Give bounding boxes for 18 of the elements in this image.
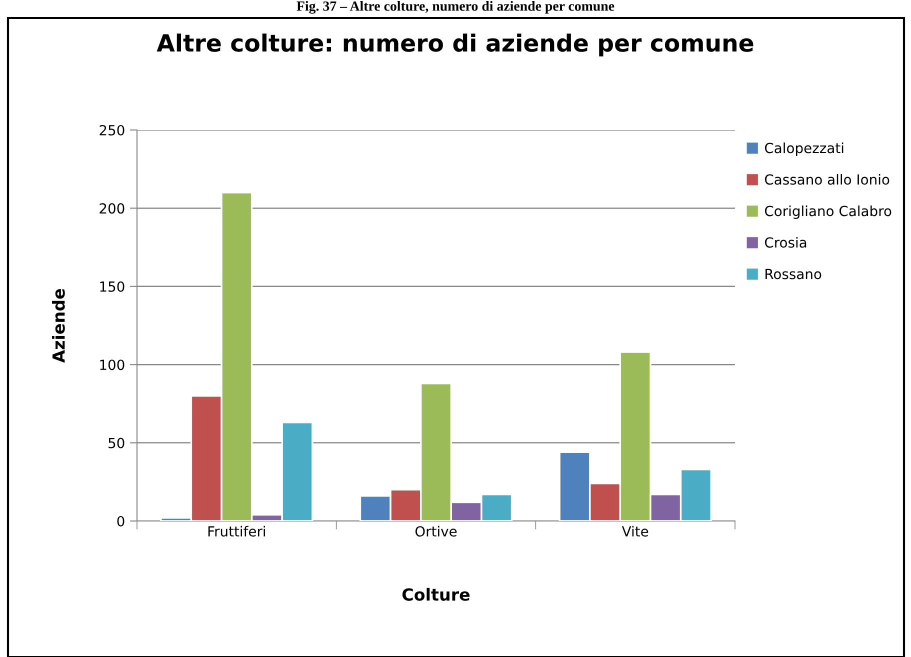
chart-title: Altre colture: numero di aziende per comune <box>156 34 754 56</box>
caption: Fig. 37 – Altre colture, numero di aziende per comune <box>296 1 614 14</box>
y-axis-title: Aziende <box>52 288 65 363</box>
y-tick-label: 0 <box>117 516 124 526</box>
legend-label: Crosia <box>764 236 806 248</box>
x-axis-title: Colture <box>402 588 470 601</box>
y-tick-label: 100 <box>100 360 124 370</box>
x-tick-label: Vite <box>622 526 648 537</box>
y-tick-label: 250 <box>100 124 124 136</box>
y-tick-label: 50 <box>108 438 124 448</box>
y-tick-label: 200 <box>100 203 124 214</box>
legend-label: Calopezzati <box>764 142 844 156</box>
legend-label: Rossano <box>766 268 822 280</box>
legend-label: Cassano allo Ionio <box>764 174 890 185</box>
x-tick-label: Fruttiferi <box>208 526 265 537</box>
y-tick-label: 150 <box>100 281 124 292</box>
x-tick-label: Ortive <box>415 526 457 537</box>
legend-label: Corigliano Calabro <box>764 205 892 219</box>
